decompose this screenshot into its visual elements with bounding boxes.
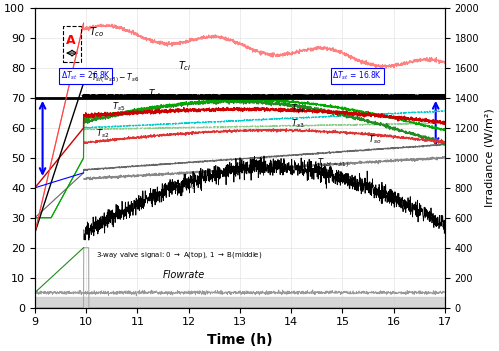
Text: $T_{s4}$: $T_{s4}$: [291, 102, 305, 115]
Text: $T_{sf}$: $T_{sf}$: [148, 87, 162, 100]
Text: $\Delta T_{st}$ = 16.8K: $\Delta T_{st}$ = 16.8K: [332, 69, 382, 82]
Bar: [63, 26, 81, 62]
Text: $\Delta T_{st}$ = 26.8K: $\Delta T_{st}$ = 26.8K: [60, 69, 111, 82]
Text: $T_{s5}$: $T_{s5}$: [112, 101, 125, 113]
Text: Flowrate: Flowrate: [163, 270, 205, 280]
X-axis label: Time (h): Time (h): [207, 333, 273, 347]
Text: A: A: [66, 34, 75, 47]
Y-axis label: Irradiance (W/m²): Irradiance (W/m²): [485, 108, 495, 207]
Text: $T_{co}$: $T_{co}$: [89, 25, 104, 39]
Bar: [35, 297, 445, 307]
Text: $T_{ci}$: $T_{ci}$: [179, 60, 192, 73]
Text: $T_{sb(=s1)}$: $T_{sb(=s1)}$: [317, 156, 349, 170]
Text: $T_{s2}$: $T_{s2}$: [96, 128, 110, 140]
Text: $T_{sf(=s8)}-T_{s6}$: $T_{sf(=s8)}-T_{s6}$: [91, 71, 140, 85]
Text: $T_{so}$: $T_{so}$: [368, 134, 382, 146]
Text: $I_t$: $I_t$: [189, 178, 197, 192]
Text: 3-way valve signal: 0 $\rightarrow$ A(top), 1 $\rightarrow$ B(middle): 3-way valve signal: 0 $\rightarrow$ A(to…: [96, 250, 263, 260]
Text: $T_{s3}$: $T_{s3}$: [291, 118, 305, 130]
